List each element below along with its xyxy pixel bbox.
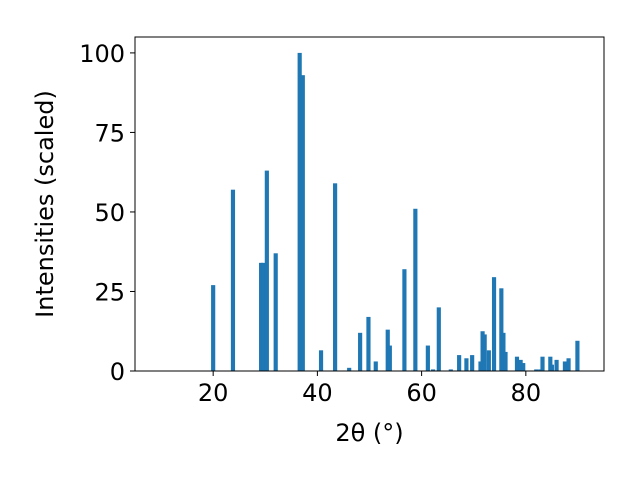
bar	[499, 288, 504, 371]
bar	[521, 363, 526, 371]
bar	[548, 356, 553, 371]
y-tick-label: 100	[79, 40, 125, 68]
plot-frame	[134, 36, 605, 372]
bar	[366, 316, 371, 371]
bar	[333, 183, 338, 371]
bar	[425, 345, 430, 371]
bar	[501, 332, 506, 371]
bar	[358, 332, 363, 371]
y-tick-label: 25	[94, 278, 125, 306]
bar	[385, 329, 390, 371]
x-tick-label: 80	[511, 379, 542, 407]
bar	[562, 361, 567, 371]
x-tick-label: 60	[406, 379, 437, 407]
bar	[300, 75, 305, 372]
bars-group	[211, 52, 580, 372]
bar	[273, 253, 278, 371]
bar	[457, 355, 462, 371]
bar	[387, 345, 392, 371]
bar	[318, 350, 324, 371]
bar	[430, 369, 436, 371]
bar	[230, 189, 236, 371]
bar	[549, 364, 554, 371]
bar	[486, 350, 491, 371]
bar	[470, 355, 475, 371]
bar	[491, 277, 497, 371]
bar	[402, 269, 407, 371]
bar	[259, 262, 264, 371]
x-axis-label: 2θ (°)	[335, 419, 403, 447]
x-tick-label: 40	[302, 379, 333, 407]
bar	[347, 367, 352, 371]
y-tick-label: 50	[94, 199, 125, 227]
bar	[534, 369, 539, 371]
bar	[554, 359, 559, 371]
bar	[448, 369, 453, 371]
bar	[464, 358, 469, 371]
bar	[261, 262, 266, 371]
y-axis-label: Intensities (scaled)	[31, 90, 59, 318]
bar	[518, 359, 523, 371]
y-axis-ticks: 0 25 50 75 100	[79, 40, 135, 386]
x-axis-ticks: 20 40 60 80	[198, 371, 541, 407]
bar	[436, 307, 441, 371]
bar	[413, 208, 418, 371]
bar	[482, 334, 487, 371]
bar	[264, 170, 269, 371]
y-tick-label: 75	[94, 119, 125, 147]
bar	[478, 361, 483, 371]
y-tick-label: 0	[110, 358, 125, 386]
bar	[514, 356, 520, 371]
bar	[373, 361, 378, 371]
bar	[566, 358, 571, 371]
bar	[503, 351, 508, 371]
bar	[575, 340, 580, 371]
bar	[211, 285, 216, 371]
bar	[540, 356, 545, 371]
bar	[297, 52, 302, 372]
x-tick-label: 20	[198, 379, 229, 407]
